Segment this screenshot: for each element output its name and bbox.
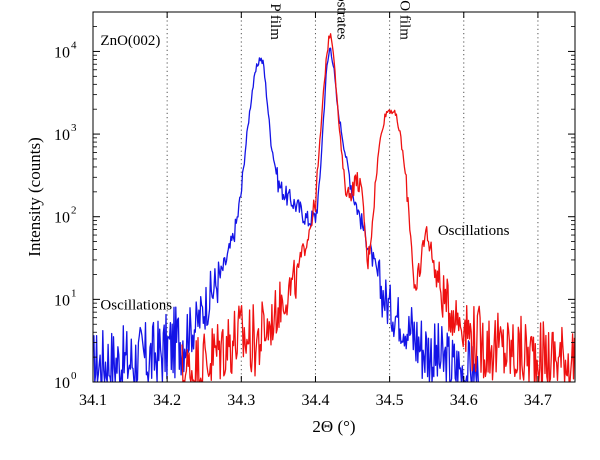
x-tick-label: 34.1 [79, 392, 107, 409]
y-axis-label: Intensity (counts) [25, 137, 44, 256]
y-tick-label: 10 [54, 292, 70, 309]
y-tick-label: 10 [54, 44, 70, 61]
annotation-label: Oscillations [100, 298, 172, 314]
x-tick-label: 34.5 [376, 392, 404, 409]
annotation-label: Oscillations [438, 223, 510, 239]
x-tick-label: 34.4 [301, 392, 329, 409]
annotation-label: ZnMgO film [397, 0, 413, 40]
y-tick-exponent: 1 [71, 287, 77, 299]
x-tick-label: 34.7 [524, 392, 552, 409]
x-axis-label: 2Θ (°) [312, 417, 355, 436]
axis-ticks [92, 12, 575, 383]
y-tick-label: 10 [54, 127, 70, 144]
x-tick-label: 34.2 [153, 392, 181, 409]
annotation-label: ZnO substrates [334, 0, 350, 40]
annotations: ZnO(002) ZnMgO: P film ZnO substrates ZnMgO… [100, 0, 509, 314]
plot-frame [92, 11, 576, 383]
series-line-blue [93, 47, 479, 382]
series-line-red [181, 33, 575, 382]
y-tick-label: 10 [54, 210, 70, 227]
y-tick-exponent: 0 [71, 370, 77, 382]
y-tick-exponent: 2 [71, 205, 77, 217]
x-tick-label: 34.3 [227, 392, 255, 409]
y-tick-exponent: 4 [71, 39, 77, 51]
y-tick-label: 10 [54, 375, 70, 392]
data-series [93, 33, 575, 382]
annotation-label: ZnMgO: P film [267, 0, 283, 40]
annotation-label: ZnO(002) [100, 33, 160, 49]
y-tick-exponent: 3 [71, 122, 77, 134]
x-tick-label: 34.6 [450, 392, 478, 409]
